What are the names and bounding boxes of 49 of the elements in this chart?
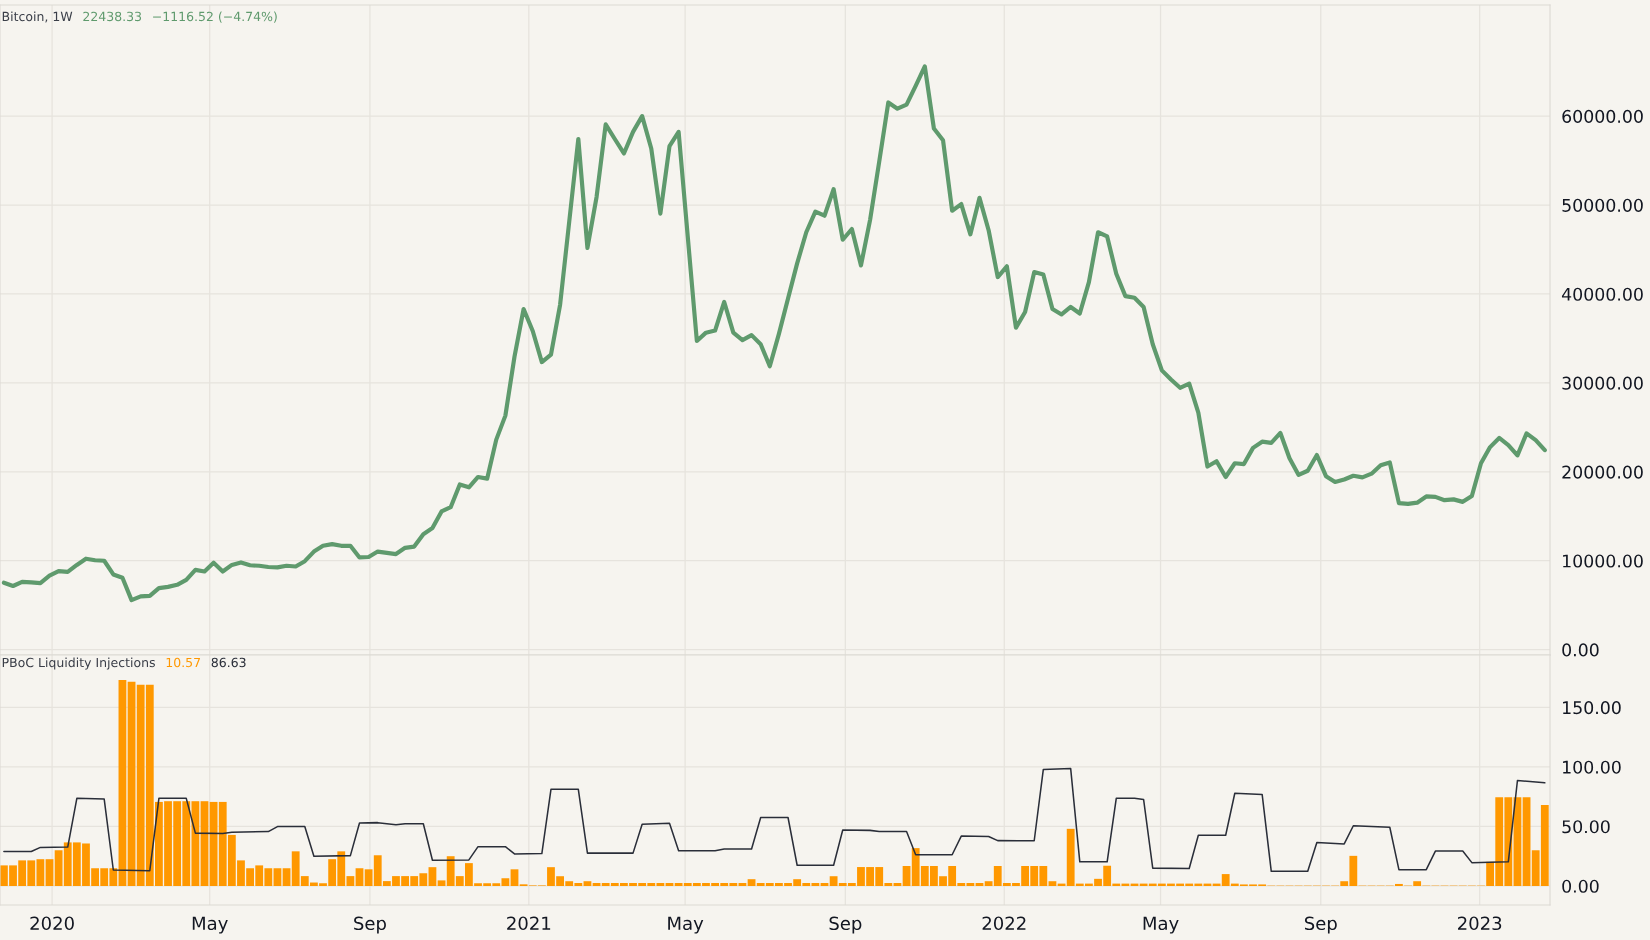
annotation: 22438.33 [83, 11, 142, 22]
y-tick-label: 40000.00 [1561, 287, 1643, 301]
x-tick-label: Sep [1304, 916, 1337, 934]
bar [273, 868, 282, 886]
x-tick-label: May [1143, 916, 1179, 934]
line-series [1, 64, 1547, 603]
x-tick-label: Sep [829, 916, 862, 934]
bar [45, 859, 54, 886]
y-tick-label: 100.00 [1563, 760, 1621, 774]
x-tick-label: Sep [354, 916, 386, 934]
y-tick-label: 30000.00 [1562, 376, 1643, 390]
bar [1395, 883, 1403, 886]
x-tick-label: 2021 [507, 916, 551, 931]
x-tick-label: 2023 [1458, 916, 1502, 931]
annotation: −1116.52 (−4.74%) [153, 11, 277, 23]
annotation: 10.57 [166, 657, 200, 668]
bar [428, 867, 437, 886]
bar [510, 869, 519, 886]
x-tick-label: May [668, 916, 704, 934]
y-tick-label: 20000.00 [1562, 465, 1643, 479]
bar [355, 868, 364, 886]
bar [1048, 881, 1057, 886]
bar [665, 883, 674, 886]
y-tick-label: 10000.00 [1563, 554, 1643, 568]
y-tick-label: 50000.00 [1562, 198, 1643, 212]
bar [902, 865, 911, 886]
bar [282, 868, 291, 886]
x-tick-label: May [192, 916, 228, 934]
bar [583, 881, 592, 886]
bar [893, 883, 902, 886]
bar [820, 883, 829, 886]
chart-title: Bitcoin, 1W [2, 11, 73, 23]
bar [1522, 797, 1531, 886]
y-tick-label: 0.00 [1562, 643, 1599, 657]
bar [437, 880, 446, 886]
chart-title: PBoC Liquidity Injections [2, 657, 155, 670]
bar [738, 883, 747, 886]
bar [1413, 881, 1422, 886]
bar [975, 883, 984, 886]
bar [747, 879, 756, 886]
y-tick-label: 60000.00 [1562, 109, 1643, 123]
line-series [3, 767, 1546, 873]
x-tick-label: 2020 [30, 916, 74, 931]
annotation: 86.63 [211, 657, 246, 668]
x-tick-label: 2022 [982, 916, 1026, 931]
y-tick-label: 150.00 [1563, 701, 1621, 715]
bar [592, 883, 601, 886]
y-tick-label: 0.00 [1562, 879, 1599, 893]
y-tick-label: 50.00 [1562, 820, 1610, 834]
